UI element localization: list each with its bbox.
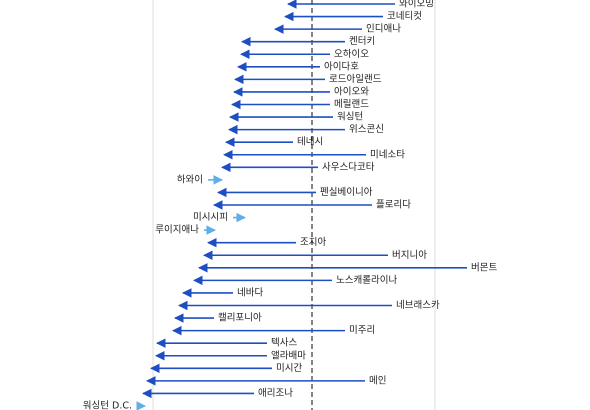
state-label: 워싱턴 D.C. [83, 401, 132, 410]
state-label: 네브래스카 [396, 300, 440, 311]
state-label: 조지아 [300, 237, 326, 248]
state-label: 미시간 [276, 363, 302, 374]
state-label: 미네소타 [370, 149, 405, 160]
state-label: 아이오와 [334, 85, 369, 97]
state-label: 펜실베이니아 [320, 187, 373, 198]
state-label: 버몬트 [471, 262, 497, 273]
state-label: 사우스다코타 [322, 162, 375, 173]
state-label: 루이지애나 [155, 225, 199, 236]
state-label: 오하이오 [334, 48, 369, 60]
state-label: 테네시 [297, 137, 323, 148]
state-label: 버지니아 [392, 250, 427, 261]
state-label: 미시시피 [193, 212, 228, 223]
state-label: 켄터키 [349, 36, 375, 47]
state-label: 캘리포니아 [218, 312, 262, 324]
state-label: 아이다호 [324, 61, 359, 72]
state-label: 텍사스 [271, 338, 297, 349]
state-label: 메인 [369, 375, 386, 386]
state-label: 메릴랜드 [334, 99, 369, 110]
state-label: 와이오밍 [399, 0, 434, 10]
state-label: 로드아일랜드 [329, 74, 382, 85]
state-label: 애리조나 [258, 388, 293, 399]
state-label: 노스캐롤라이나 [336, 275, 397, 286]
state-label: 플로리다 [376, 200, 411, 211]
state-label: 네바다 [237, 287, 263, 298]
state-label: 코네티컷 [387, 11, 422, 22]
state-label: 하와이 [177, 173, 203, 185]
state-label: 미주리 [349, 325, 375, 336]
state-label: 인디애나 [366, 24, 401, 35]
state-label: 위스콘신 [349, 123, 384, 135]
state-label: 앨라배마 [271, 350, 306, 361]
state-label: 워싱턴 [337, 112, 363, 123]
